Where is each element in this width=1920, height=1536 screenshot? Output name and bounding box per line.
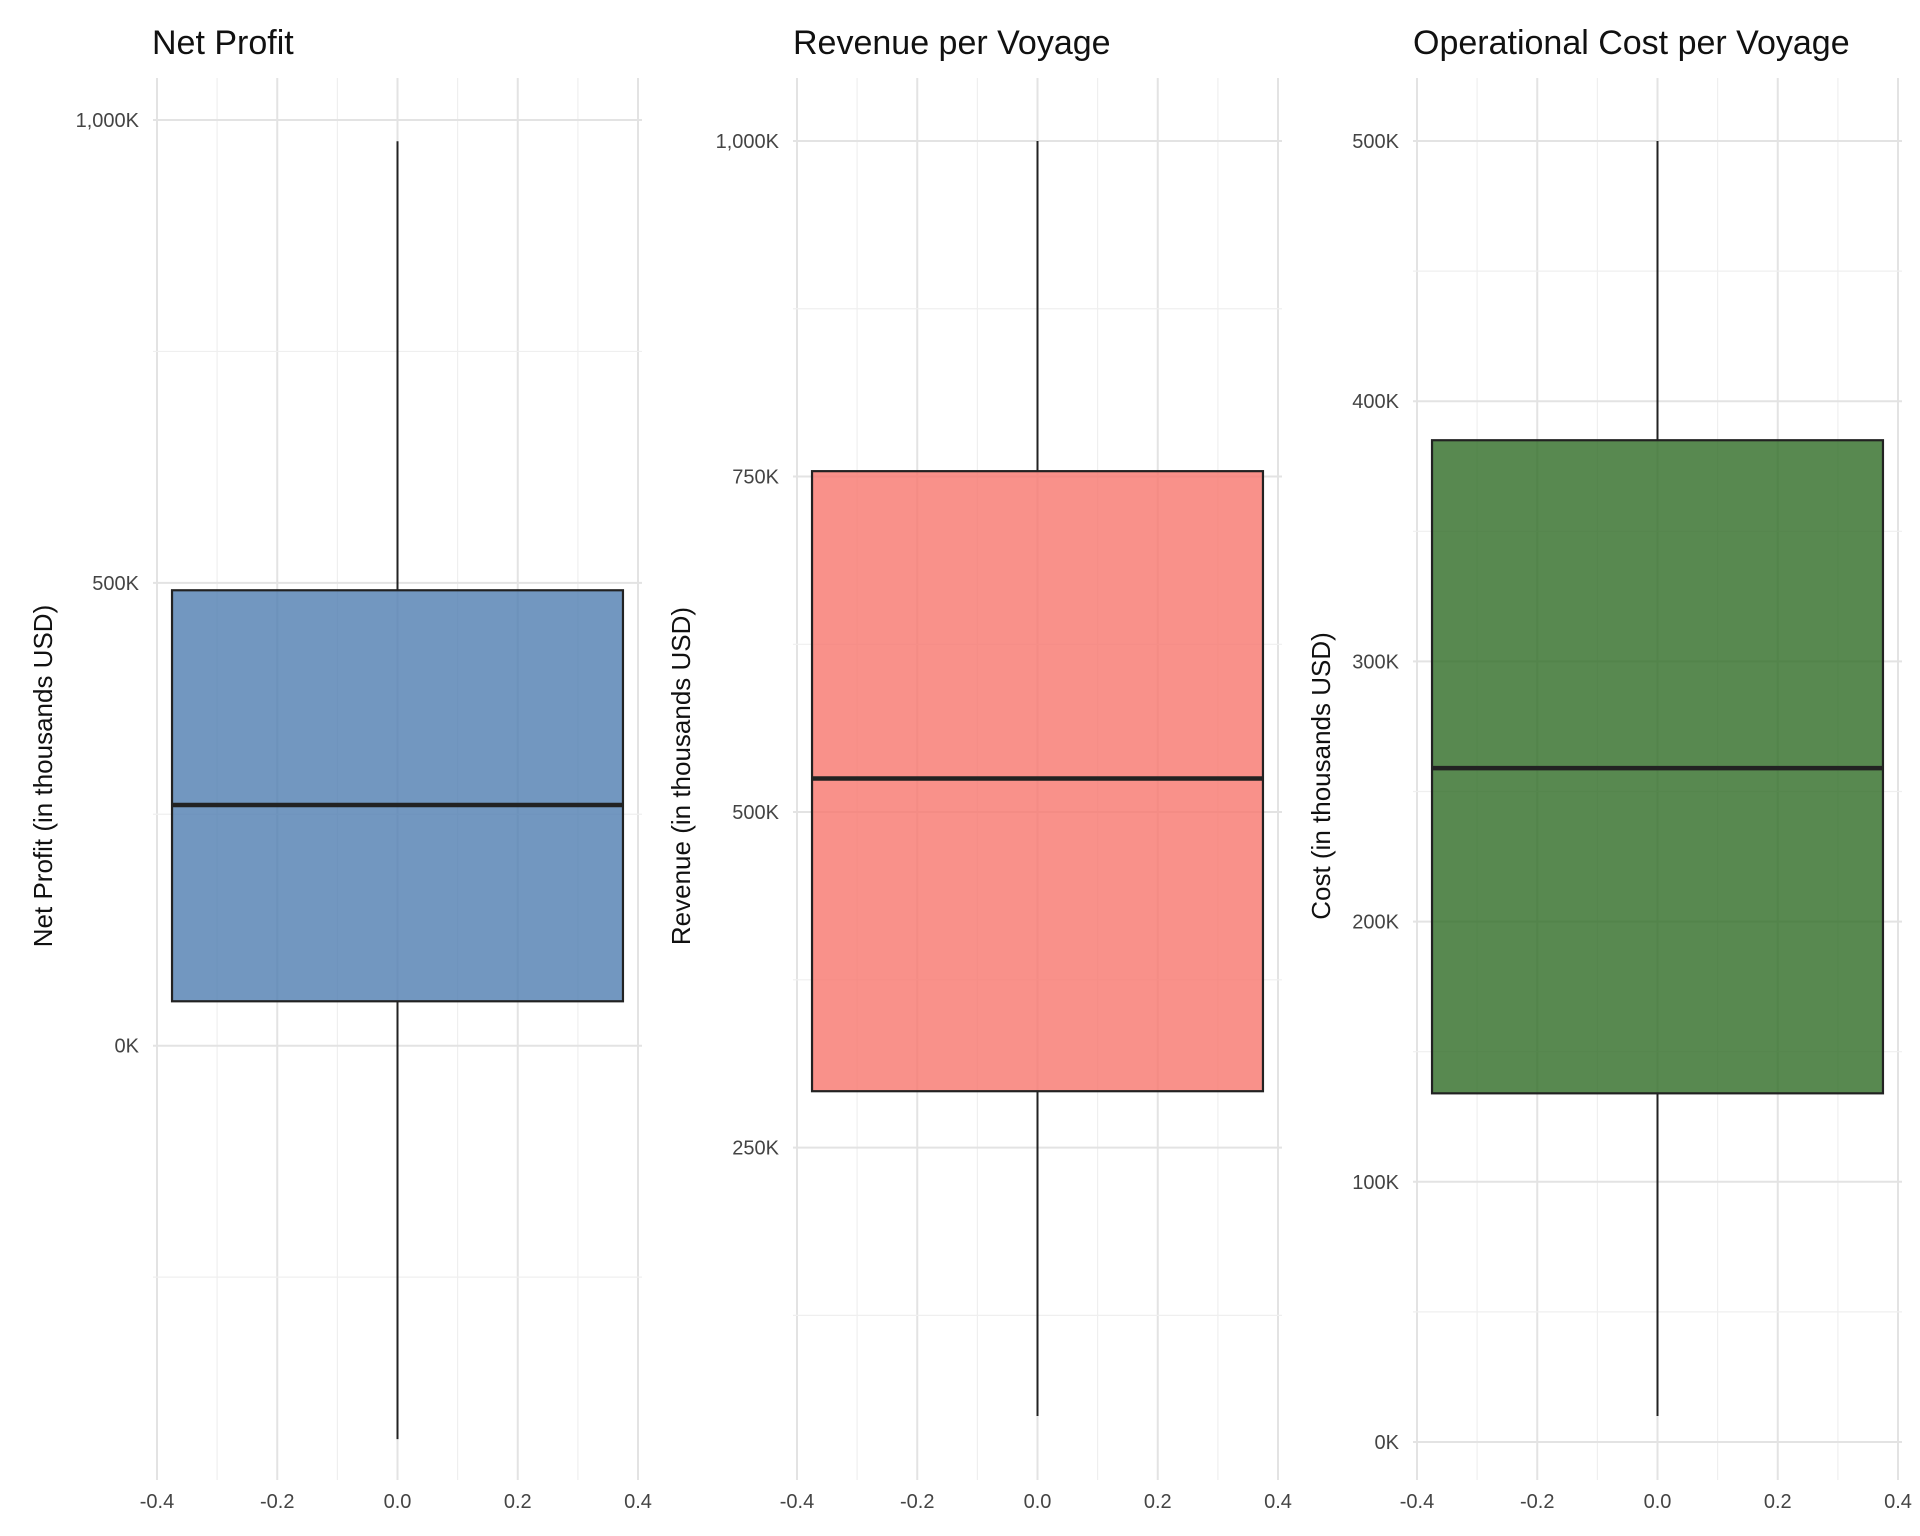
y-tick-label: 750K <box>732 467 779 489</box>
facet-title: Operational Cost per Voyage <box>1413 24 1850 62</box>
x-tick-label: 0.4 <box>624 1491 652 1513</box>
y-axis-label: Revenue (in thousands USD) <box>666 607 696 945</box>
x-tick-label: -0.2 <box>1520 1491 1554 1513</box>
y-tick-label: 100K <box>1352 1172 1399 1194</box>
x-tick-label: 0.2 <box>1144 1491 1172 1513</box>
y-tick-label: 500K <box>1352 131 1399 153</box>
y-tick-label: 1,000K <box>76 110 140 132</box>
facet-title: Revenue per Voyage <box>793 24 1111 62</box>
y-tick-label: 500K <box>732 802 779 824</box>
y-tick-label: 300K <box>1352 651 1399 673</box>
x-tick-label: 0.4 <box>1264 1491 1292 1513</box>
facet-2: 250K 500K 750K 1,000K -0.4 -0.2 0.0 0.2 0.4 Reven… <box>666 24 1292 1513</box>
x-tick-label: -0.4 <box>780 1491 814 1513</box>
y-axis-label: Net Profit (in thousands USD) <box>28 605 58 947</box>
box-iqr <box>810 470 1265 1093</box>
x-tick-label: 0.0 <box>1024 1491 1052 1513</box>
facet-title: Net Profit <box>152 24 294 62</box>
y-tick-label: 500K <box>92 573 139 595</box>
y-tick-label: 1,000K <box>716 131 780 153</box>
y-tick-label: 0K <box>1375 1432 1400 1454</box>
x-tick-label: -0.4 <box>140 1491 174 1513</box>
x-tick-label: 0.0 <box>384 1491 412 1513</box>
x-tick-label: -0.4 <box>1400 1491 1434 1513</box>
facet-3: 0K 100K 200K 300K 400K 500K -0.4 -0.2 0.0 0.2 0.4 O… <box>1306 24 1912 1513</box>
y-tick-label: 400K <box>1352 391 1399 413</box>
y-tick-label: 200K <box>1352 912 1399 934</box>
x-tick-label: 0.2 <box>504 1491 532 1513</box>
x-tick-label: -0.2 <box>900 1491 934 1513</box>
y-tick-label: 0K <box>115 1036 140 1058</box>
x-tick-label: 0.0 <box>1644 1491 1672 1513</box>
facet-1: 0K 500K 1,000K -0.4 -0.2 0.0 0.2 0.4 Net Profit N… <box>28 24 652 1513</box>
x-tick-label: 0.4 <box>1884 1491 1912 1513</box>
y-axis-label: Cost (in thousands USD) <box>1306 632 1336 920</box>
x-tick-label: -0.2 <box>260 1491 294 1513</box>
box-iqr <box>170 589 625 1003</box>
x-tick-label: 0.2 <box>1764 1491 1792 1513</box>
y-tick-label: 250K <box>732 1138 779 1160</box>
